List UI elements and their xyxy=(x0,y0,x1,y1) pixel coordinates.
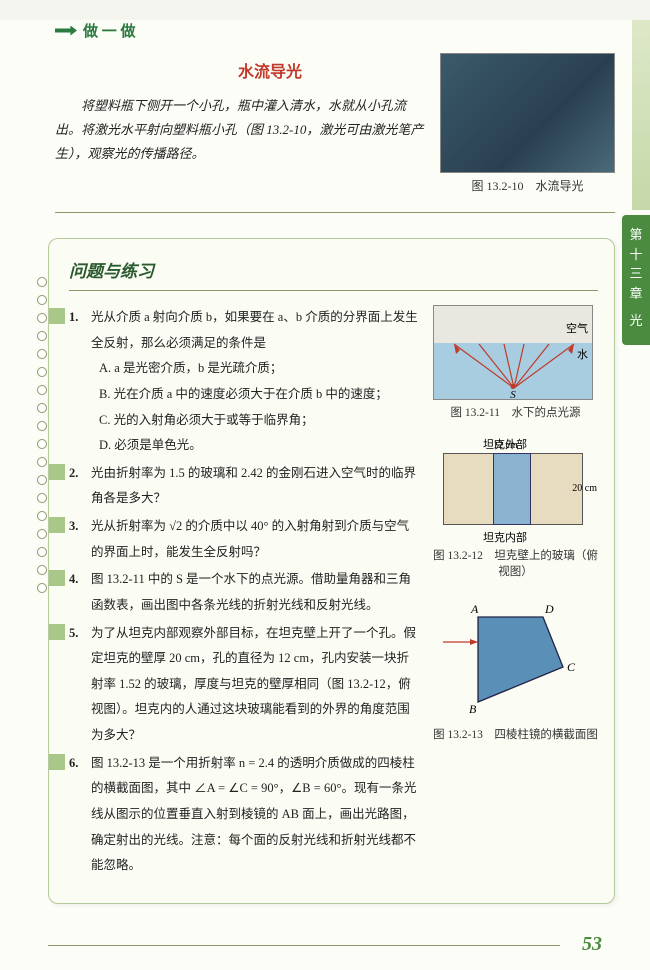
do-text: 将塑料瓶下侧开一个小孔，瓶中灌入清水，水就从小孔流出。将激光水平射向塑料瓶小孔（… xyxy=(55,94,425,166)
tab-l5: 光 xyxy=(622,311,650,331)
q5-text: 为了从坦克内部观察外部目标，在坦克壁上开了一个孔。假定坦克的壁厚 20 cm，孔… xyxy=(91,626,416,743)
figure-3: A D C B 图 13.2-13 四棱柱镜的横截面图 xyxy=(433,597,598,742)
fig2-dim-12: 12 cm xyxy=(493,440,518,451)
chapter-tab: 第 十 三 章 光 xyxy=(622,215,650,345)
question-4: 4. 图 13.2-11 中的 S 是一个水下的点光源。借助量角器和三角函数表，… xyxy=(69,567,419,618)
q5-num: 5. xyxy=(69,621,78,647)
tab-l3: 三 xyxy=(622,264,650,284)
page-number: 53 xyxy=(582,933,602,956)
divider xyxy=(55,212,615,213)
tab-l4: 章 xyxy=(622,284,650,304)
q6-num: 6. xyxy=(69,751,78,777)
spiral-binding xyxy=(37,269,49,601)
question-5: 5. 为了从坦克内部观察外部目标，在坦克壁上开了一个孔。假定坦克的壁厚 20 c… xyxy=(69,621,419,749)
exercise-title: 问题与练习 xyxy=(69,257,598,291)
do-image xyxy=(440,53,615,173)
q1-opt-c: C. 光的入射角必须大于或等于临界角； xyxy=(91,408,419,434)
q1-stem: 光从介质 a 射向介质 b，如果要在 a、b 介质的分界面上发生全反射，那么必须… xyxy=(91,310,418,350)
q4-num: 4. xyxy=(69,567,78,593)
do-header: 做 一 做 xyxy=(55,20,615,41)
q3-text: 光从折射率为 √2 的介质中以 40° 的入射角射到介质与空气的界面上时，能发生… xyxy=(91,519,409,559)
figure-1: 空气 水 S xyxy=(433,305,598,420)
figure-2: 坦克外部 12 cm 20 cm 坦克内部 图 13.2-12 坦克壁上的玻璃（… xyxy=(433,438,598,579)
footer-line xyxy=(48,945,560,946)
exercise-panel: 问题与练习 1. 光从介质 a 射向介质 b，如果要在 a、b 介质的分界面上发… xyxy=(48,238,615,904)
fig2-inner-label: 坦克内部 xyxy=(483,529,527,545)
q1-opt-a: A. a 是光密介质，b 是光疏介质； xyxy=(91,356,419,382)
q4-text: 图 13.2-11 中的 S 是一个水下的点光源。借助量角器和三角函数表，画出图… xyxy=(91,572,411,612)
tab-l2: 十 xyxy=(622,245,650,265)
question-6: 6. 图 13.2-13 是一个用折射率 n = 2.4 的透明介质做成的四棱柱… xyxy=(69,751,419,879)
fig2-caption: 图 13.2-12 坦克壁上的玻璃（俯视图） xyxy=(433,547,598,579)
fig1-caption: 图 13.2-11 水下的点光源 xyxy=(433,404,598,420)
q2-text: 光由折射率为 1.5 的玻璃和 2.42 的金刚石进入空气时的临界角各是多大？ xyxy=(91,466,416,506)
q1-num: 1. xyxy=(69,305,78,331)
fig2-dim-20: 20 cm xyxy=(572,483,597,494)
do-caption: 图 13.2-10 水流导光 xyxy=(440,177,615,194)
questions-column: 1. 光从介质 a 射向介质 b，如果要在 a、b 介质的分界面上发生全反射，那… xyxy=(69,305,419,881)
arrow-icon xyxy=(55,26,77,36)
fig1-source-label: S xyxy=(510,389,516,401)
q2-num: 2. xyxy=(69,461,78,487)
do-image-box: 图 13.2-10 水流导光 xyxy=(440,53,615,194)
q1-opt-d: D. 必须是单色光。 xyxy=(91,433,419,459)
question-2: 2. 光由折射率为 1.5 的玻璃和 2.42 的金刚石进入空气时的临界角各是多… xyxy=(69,461,419,512)
figures-column: 空气 水 S xyxy=(433,305,598,881)
fig3-label-c: C xyxy=(567,660,576,674)
fig3-label-b: B xyxy=(469,702,477,716)
do-header-text: 做 一 做 xyxy=(83,20,136,41)
fig3-caption: 图 13.2-13 四棱柱镜的横截面图 xyxy=(433,726,598,742)
do-section: 做 一 做 水流导光 将塑料瓶下侧开一个小孔，瓶中灌入清水，水就从小孔流出。将激… xyxy=(55,20,615,194)
tab-l1: 第 xyxy=(622,225,650,245)
do-title: 水流导光 xyxy=(115,58,425,82)
fig3-label-d: D xyxy=(544,602,554,616)
q1-opt-b: B. 光在介质 a 中的速度必须大于在介质 b 中的速度； xyxy=(91,382,419,408)
edge-decoration xyxy=(632,20,650,210)
question-1: 1. 光从介质 a 射向介质 b，如果要在 a、b 介质的分界面上发生全反射，那… xyxy=(69,305,419,459)
fig3-label-a: A xyxy=(470,602,479,616)
question-3: 3. 光从折射率为 √2 的介质中以 40° 的入射角射到介质与空气的界面上时，… xyxy=(69,514,419,565)
q6-text: 图 13.2-13 是一个用折射率 n = 2.4 的透明介质做成的四棱柱的横截… xyxy=(91,756,416,873)
page: 做 一 做 水流导光 将塑料瓶下侧开一个小孔，瓶中灌入清水，水就从小孔流出。将激… xyxy=(0,20,650,970)
q3-num: 3. xyxy=(69,514,78,540)
